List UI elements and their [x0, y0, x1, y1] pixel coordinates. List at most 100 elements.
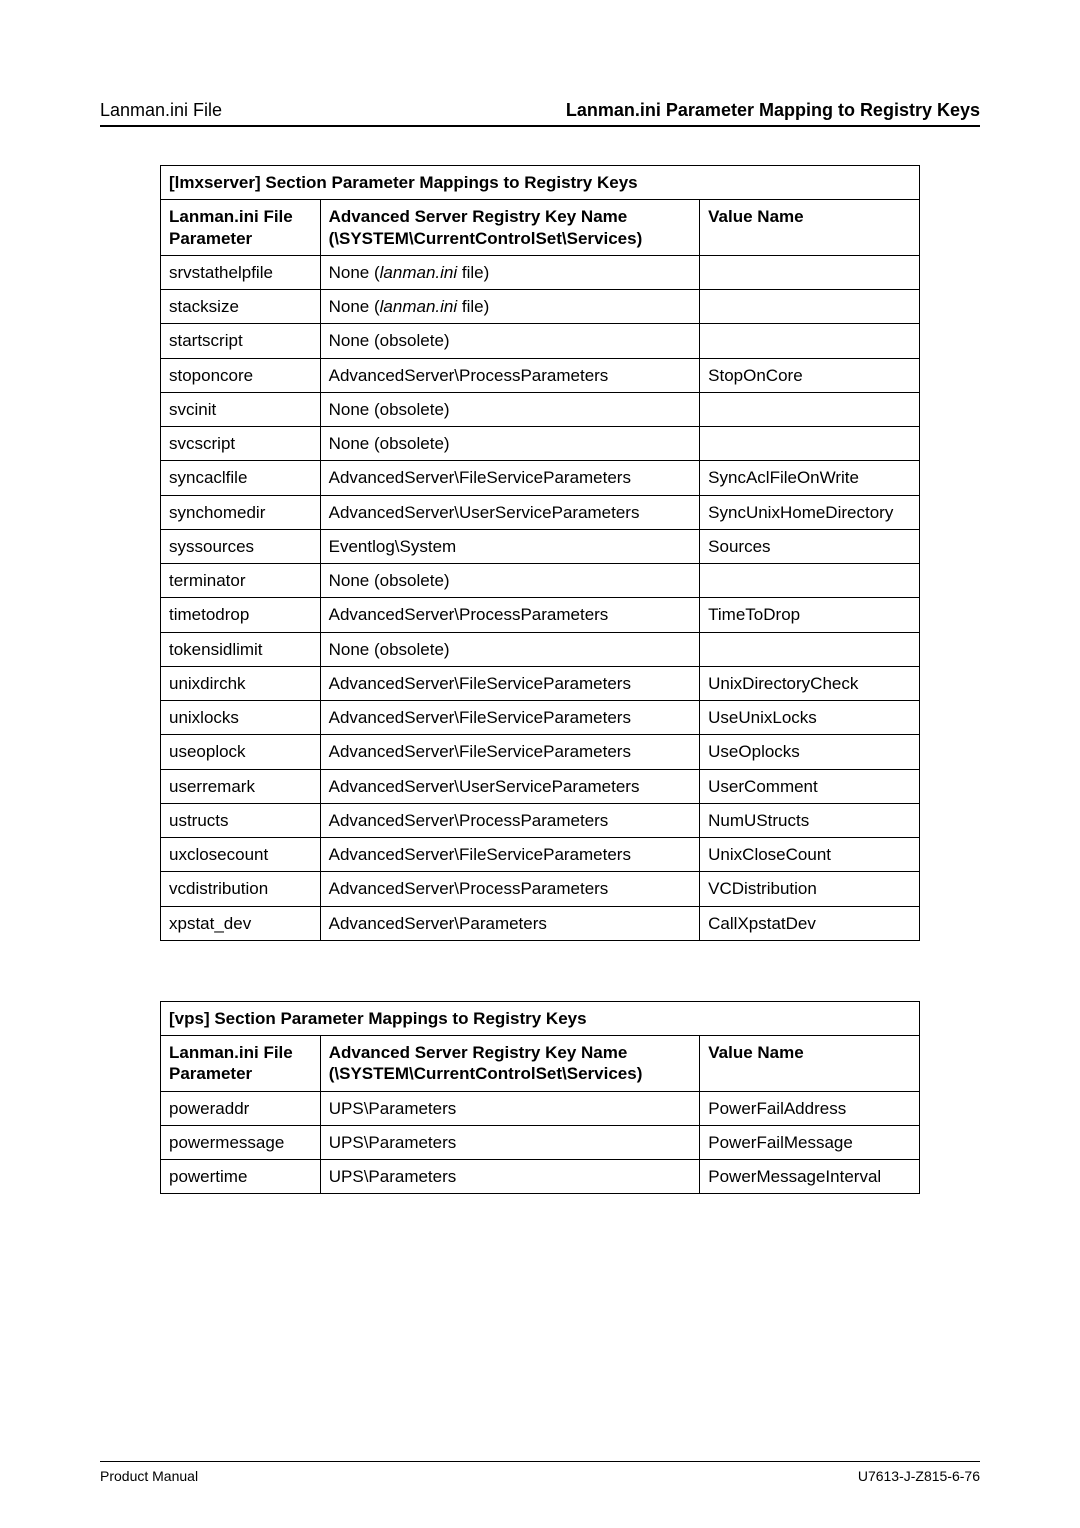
cell-value-name	[700, 290, 920, 324]
cell-registry-key: AdvancedServer\UserServiceParameters	[320, 769, 700, 803]
cell-value-name: SyncUnixHomeDirectory	[700, 495, 920, 529]
cell-value-name: PowerFailAddress	[700, 1091, 920, 1125]
table-caption-row: [lmxserver] Section Parameter Mappings t…	[161, 166, 920, 200]
cell-value-name	[700, 632, 920, 666]
page-header: Lanman.ini File Lanman.ini Parameter Map…	[100, 100, 980, 127]
table-row: stoponcoreAdvancedServer\ProcessParamete…	[161, 358, 920, 392]
cell-parameter: useoplock	[161, 735, 321, 769]
col-header-value-name: Value Name	[700, 1036, 920, 1092]
cell-registry-key: AdvancedServer\FileServiceParameters	[320, 838, 700, 872]
table-row: synchomedirAdvancedServer\UserServicePar…	[161, 495, 920, 529]
cell-value-name: UnixCloseCount	[700, 838, 920, 872]
page: Lanman.ini File Lanman.ini Parameter Map…	[0, 0, 1080, 1528]
cell-parameter: synchomedir	[161, 495, 321, 529]
cell-parameter: unixlocks	[161, 701, 321, 735]
cell-parameter: userremark	[161, 769, 321, 803]
col-header-registry-key: Advanced Server Registry Key Name (\SYST…	[320, 1036, 700, 1092]
cell-value-name	[700, 392, 920, 426]
table-row: powermessageUPS\ParametersPowerFailMessa…	[161, 1125, 920, 1159]
table-row: timetodropAdvancedServer\ProcessParamete…	[161, 598, 920, 632]
cell-parameter: ustructs	[161, 803, 321, 837]
table-row: poweraddrUPS\ParametersPowerFailAddress	[161, 1091, 920, 1125]
table-row: userremarkAdvancedServer\UserServicePara…	[161, 769, 920, 803]
cell-parameter: tokensidlimit	[161, 632, 321, 666]
cell-value-name	[700, 324, 920, 358]
lmxserver-table: [lmxserver] Section Parameter Mappings t…	[160, 165, 920, 941]
cell-registry-key: AdvancedServer\ProcessParameters	[320, 803, 700, 837]
cell-parameter: powertime	[161, 1160, 321, 1194]
cell-parameter: syssources	[161, 529, 321, 563]
table-header-row: Lanman.ini File Parameter Advanced Serve…	[161, 200, 920, 256]
cell-registry-key: AdvancedServer\ProcessParameters	[320, 872, 700, 906]
cell-value-name: NumUStructs	[700, 803, 920, 837]
table-row: xpstat_devAdvancedServer\ParametersCallX…	[161, 906, 920, 940]
table-row: syncaclfileAdvancedServer\FileServicePar…	[161, 461, 920, 495]
header-left: Lanman.ini File	[100, 100, 222, 121]
cell-value-name: UnixDirectoryCheck	[700, 666, 920, 700]
col-header-parameter: Lanman.ini File Parameter	[161, 200, 321, 256]
cell-registry-key: AdvancedServer\UserServiceParameters	[320, 495, 700, 529]
cell-parameter: syncaclfile	[161, 461, 321, 495]
table-row: svcinitNone (obsolete)	[161, 392, 920, 426]
cell-value-name: SyncAclFileOnWrite	[700, 461, 920, 495]
col-header-value-name: Value Name	[700, 200, 920, 256]
cell-parameter: terminator	[161, 564, 321, 598]
table-row: tokensidlimitNone (obsolete)	[161, 632, 920, 666]
cell-parameter: stacksize	[161, 290, 321, 324]
table-caption: [lmxserver] Section Parameter Mappings t…	[161, 166, 920, 200]
cell-parameter: uxclosecount	[161, 838, 321, 872]
cell-registry-key: None (lanman.ini file)	[320, 255, 700, 289]
cell-registry-key: UPS\Parameters	[320, 1160, 700, 1194]
table-row: unixlocksAdvancedServer\FileServiceParam…	[161, 701, 920, 735]
cell-value-name: UserComment	[700, 769, 920, 803]
cell-parameter: svcinit	[161, 392, 321, 426]
cell-value-name: UseOplocks	[700, 735, 920, 769]
italic-text: lanman.ini	[380, 297, 458, 316]
table-row: srvstathelpfileNone (lanman.ini file)	[161, 255, 920, 289]
cell-registry-key: None (obsolete)	[320, 427, 700, 461]
cell-value-name: PowerMessageInterval	[700, 1160, 920, 1194]
table-row: stacksizeNone (lanman.ini file)	[161, 290, 920, 324]
cell-registry-key: AdvancedServer\ProcessParameters	[320, 358, 700, 392]
cell-registry-key: AdvancedServer\FileServiceParameters	[320, 735, 700, 769]
vps-table: [vps] Section Parameter Mappings to Regi…	[160, 1001, 920, 1195]
col-header-parameter: Lanman.ini File Parameter	[161, 1036, 321, 1092]
cell-value-name: TimeToDrop	[700, 598, 920, 632]
table-row: ustructsAdvancedServer\ProcessParameters…	[161, 803, 920, 837]
cell-registry-key: UPS\Parameters	[320, 1125, 700, 1159]
cell-parameter: xpstat_dev	[161, 906, 321, 940]
cell-value-name: StopOnCore	[700, 358, 920, 392]
cell-registry-key: None (lanman.ini file)	[320, 290, 700, 324]
italic-text: lanman.ini	[380, 263, 458, 282]
cell-parameter: vcdistribution	[161, 872, 321, 906]
cell-registry-key: None (obsolete)	[320, 632, 700, 666]
cell-value-name: UseUnixLocks	[700, 701, 920, 735]
table-row: powertimeUPS\ParametersPowerMessageInter…	[161, 1160, 920, 1194]
table-row: syssourcesEventlog\SystemSources	[161, 529, 920, 563]
cell-parameter: timetodrop	[161, 598, 321, 632]
table-row: uxclosecountAdvancedServer\FileServicePa…	[161, 838, 920, 872]
cell-parameter: poweraddr	[161, 1091, 321, 1125]
table-caption: [vps] Section Parameter Mappings to Regi…	[161, 1001, 920, 1035]
cell-registry-key: UPS\Parameters	[320, 1091, 700, 1125]
cell-registry-key: None (obsolete)	[320, 324, 700, 358]
cell-registry-key: AdvancedServer\FileServiceParameters	[320, 461, 700, 495]
table-row: unixdirchkAdvancedServer\FileServicePara…	[161, 666, 920, 700]
table-row: svcscriptNone (obsolete)	[161, 427, 920, 461]
cell-value-name	[700, 564, 920, 598]
cell-registry-key: AdvancedServer\ProcessParameters	[320, 598, 700, 632]
table-row: useoplockAdvancedServer\FileServiceParam…	[161, 735, 920, 769]
table-row: startscriptNone (obsolete)	[161, 324, 920, 358]
footer-left: Product Manual	[100, 1468, 198, 1484]
table-row: terminatorNone (obsolete)	[161, 564, 920, 598]
cell-parameter: srvstathelpfile	[161, 255, 321, 289]
cell-value-name: VCDistribution	[700, 872, 920, 906]
cell-value-name: CallXpstatDev	[700, 906, 920, 940]
cell-parameter: stoponcore	[161, 358, 321, 392]
cell-parameter: unixdirchk	[161, 666, 321, 700]
cell-registry-key: Eventlog\System	[320, 529, 700, 563]
cell-parameter: svcscript	[161, 427, 321, 461]
cell-registry-key: AdvancedServer\FileServiceParameters	[320, 701, 700, 735]
cell-registry-key: None (obsolete)	[320, 564, 700, 598]
cell-registry-key: None (obsolete)	[320, 392, 700, 426]
